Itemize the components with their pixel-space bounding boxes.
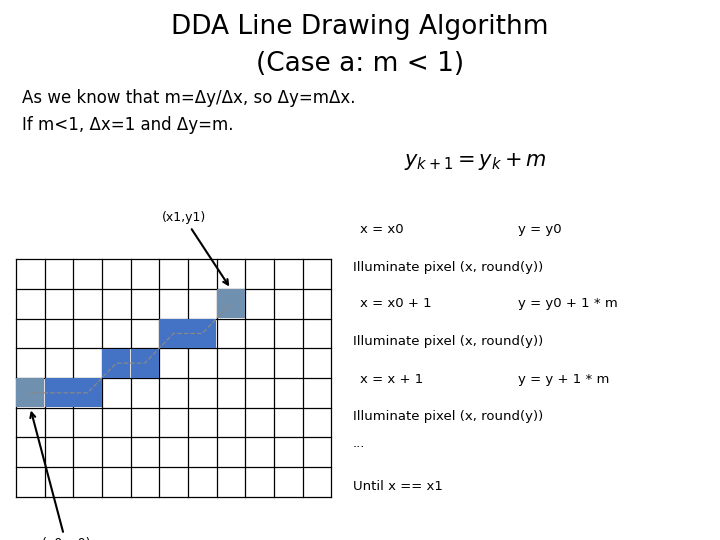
Text: y = y0 + 1 * m: y = y0 + 1 * m	[518, 297, 618, 310]
Text: ...: ...	[353, 437, 365, 450]
FancyBboxPatch shape	[188, 319, 216, 348]
FancyBboxPatch shape	[45, 379, 73, 407]
Text: x = x + 1: x = x + 1	[360, 373, 423, 386]
Text: y = y + 1 * m: y = y + 1 * m	[518, 373, 610, 386]
FancyBboxPatch shape	[131, 349, 159, 377]
Text: As we know that m=Δy/Δx, so Δy=mΔx.: As we know that m=Δy/Δx, so Δy=mΔx.	[22, 89, 355, 107]
FancyBboxPatch shape	[159, 319, 188, 348]
Text: (Case a: m < 1): (Case a: m < 1)	[256, 51, 464, 77]
Text: (x1,y1): (x1,y1)	[162, 211, 228, 285]
FancyBboxPatch shape	[16, 379, 44, 407]
FancyBboxPatch shape	[102, 349, 130, 377]
FancyBboxPatch shape	[73, 379, 102, 407]
Text: (x0, y0): (x0, y0)	[30, 413, 91, 540]
Text: Illuminate pixel (x, round(y)): Illuminate pixel (x, round(y))	[353, 410, 543, 423]
Text: Illuminate pixel (x, round(y)): Illuminate pixel (x, round(y))	[353, 335, 543, 348]
Text: DDA Line Drawing Algorithm: DDA Line Drawing Algorithm	[171, 14, 549, 39]
Text: Until x == x1: Until x == x1	[353, 480, 443, 492]
Text: Illuminate pixel (x, round(y)): Illuminate pixel (x, round(y))	[353, 261, 543, 274]
Text: x = x0 + 1: x = x0 + 1	[360, 297, 431, 310]
Text: $y_{k+1} = y_k + m$: $y_{k+1} = y_k + m$	[404, 151, 546, 172]
Text: y = y0: y = y0	[518, 223, 562, 236]
Text: x = x0: x = x0	[360, 223, 404, 236]
FancyBboxPatch shape	[217, 289, 245, 318]
Text: If m<1, Δx=1 and Δy=m.: If m<1, Δx=1 and Δy=m.	[22, 116, 233, 133]
